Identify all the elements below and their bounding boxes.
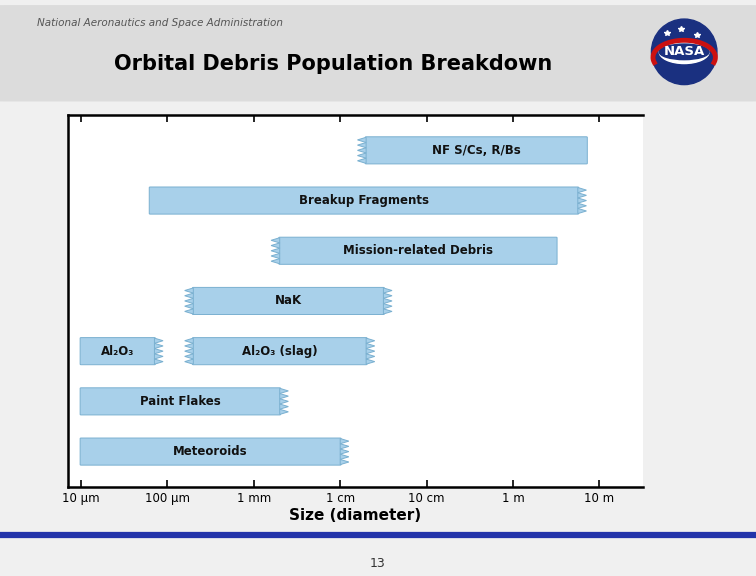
Polygon shape	[184, 304, 194, 309]
Text: Orbital Debris Population Breakdown: Orbital Debris Population Breakdown	[114, 54, 553, 74]
Text: Meteoroids: Meteoroids	[173, 445, 248, 458]
Polygon shape	[366, 354, 375, 359]
Polygon shape	[280, 399, 288, 404]
FancyBboxPatch shape	[80, 388, 280, 415]
Polygon shape	[271, 253, 280, 259]
FancyBboxPatch shape	[279, 237, 557, 264]
FancyBboxPatch shape	[0, 5, 756, 101]
Polygon shape	[184, 288, 194, 293]
FancyBboxPatch shape	[80, 438, 341, 465]
FancyBboxPatch shape	[193, 338, 367, 365]
Polygon shape	[184, 338, 194, 343]
Polygon shape	[366, 348, 375, 354]
Text: NaK: NaK	[274, 294, 302, 308]
Polygon shape	[184, 309, 194, 314]
Polygon shape	[280, 404, 288, 409]
Text: NASA: NASA	[664, 46, 705, 58]
Text: Paint Flakes: Paint Flakes	[140, 395, 221, 408]
Polygon shape	[271, 248, 280, 253]
Polygon shape	[366, 338, 375, 343]
Polygon shape	[154, 354, 163, 359]
Polygon shape	[578, 188, 587, 193]
Text: Mission-related Debris: Mission-related Debris	[343, 244, 493, 257]
Polygon shape	[383, 298, 392, 304]
Polygon shape	[358, 158, 366, 164]
Polygon shape	[184, 293, 194, 298]
Polygon shape	[578, 209, 587, 214]
Polygon shape	[184, 298, 194, 304]
Polygon shape	[366, 343, 375, 348]
Ellipse shape	[659, 44, 709, 60]
Polygon shape	[340, 454, 349, 460]
Text: NF S/Cs, R/Bs: NF S/Cs, R/Bs	[432, 144, 521, 157]
FancyBboxPatch shape	[80, 338, 155, 365]
Polygon shape	[340, 444, 349, 449]
Polygon shape	[578, 193, 587, 198]
Text: National Aeronautics and Space Administration: National Aeronautics and Space Administr…	[37, 17, 284, 28]
Polygon shape	[578, 198, 587, 203]
Polygon shape	[280, 388, 288, 393]
Polygon shape	[184, 348, 194, 354]
FancyBboxPatch shape	[365, 137, 587, 164]
Polygon shape	[184, 354, 194, 359]
Text: Al₂O₃ (slag): Al₂O₃ (slag)	[242, 344, 318, 358]
Polygon shape	[358, 142, 366, 147]
Polygon shape	[154, 338, 163, 343]
Polygon shape	[280, 409, 288, 414]
Text: Al₂O₃: Al₂O₃	[101, 344, 135, 358]
FancyBboxPatch shape	[149, 187, 578, 214]
Polygon shape	[340, 449, 349, 454]
Polygon shape	[340, 460, 349, 465]
Text: Size (diameter): Size (diameter)	[290, 508, 421, 523]
Polygon shape	[154, 359, 163, 364]
Circle shape	[652, 19, 717, 85]
Polygon shape	[280, 393, 288, 399]
Polygon shape	[578, 203, 587, 209]
Polygon shape	[271, 259, 280, 264]
Polygon shape	[383, 288, 392, 293]
Polygon shape	[154, 348, 163, 354]
Text: 13: 13	[370, 557, 386, 570]
Polygon shape	[383, 293, 392, 298]
Polygon shape	[383, 309, 392, 314]
FancyBboxPatch shape	[193, 287, 384, 314]
Polygon shape	[358, 153, 366, 158]
Polygon shape	[358, 147, 366, 153]
Polygon shape	[358, 137, 366, 142]
Polygon shape	[383, 304, 392, 309]
Polygon shape	[366, 359, 375, 364]
Text: Breakup Fragments: Breakup Fragments	[299, 194, 429, 207]
Polygon shape	[184, 359, 194, 364]
Polygon shape	[184, 343, 194, 348]
Polygon shape	[271, 243, 280, 248]
Ellipse shape	[659, 40, 709, 63]
Polygon shape	[340, 438, 349, 444]
Polygon shape	[154, 343, 163, 348]
Polygon shape	[271, 238, 280, 243]
